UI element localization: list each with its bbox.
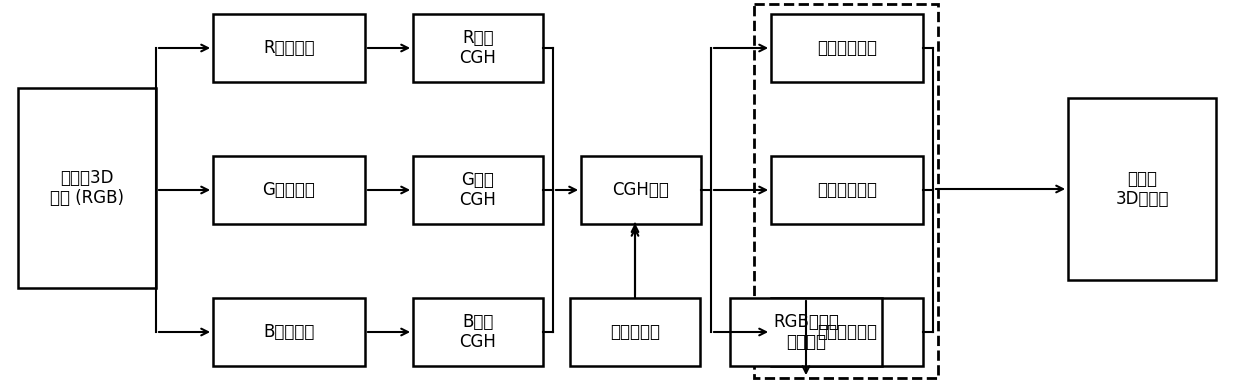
Text: B分量信息: B分量信息 [264, 323, 315, 341]
Bar [213, 156, 366, 224]
Text: 空间光调制器: 空间光调制器 [817, 181, 877, 199]
Bar [771, 298, 923, 366]
Text: CGH序列: CGH序列 [612, 181, 669, 199]
Bar [413, 156, 543, 224]
Bar [19, 88, 156, 288]
Text: G分量信息: G分量信息 [263, 181, 316, 199]
Bar [413, 14, 543, 82]
Text: R分量信息: R分量信息 [263, 39, 315, 57]
Bar [413, 298, 543, 366]
Text: 真彩色
3D再现像: 真彩色 3D再现像 [1115, 169, 1168, 208]
Text: B分量
CGH: B分量 CGH [460, 313, 497, 352]
Text: RGB三基色
激光照明: RGB三基色 激光照明 [773, 313, 839, 352]
Text: G分量
CGH: G分量 CGH [460, 171, 497, 209]
Bar [581, 156, 701, 224]
Bar [570, 298, 700, 366]
Bar [771, 14, 923, 82]
Text: 空间光调制器: 空间光调制器 [817, 323, 877, 341]
Bar [771, 156, 923, 224]
Bar [730, 298, 882, 366]
Bar [755, 4, 938, 378]
Bar [1068, 98, 1215, 280]
Text: 空间光调制器: 空间光调制器 [817, 39, 877, 57]
Text: 真彩色3D
物体 (RGB): 真彩色3D 物体 (RGB) [50, 169, 124, 207]
Text: R分量
CGH: R分量 CGH [460, 28, 497, 67]
Bar [213, 14, 366, 82]
Bar [213, 298, 366, 366]
Text: 同步控制器: 同步控制器 [610, 323, 660, 341]
